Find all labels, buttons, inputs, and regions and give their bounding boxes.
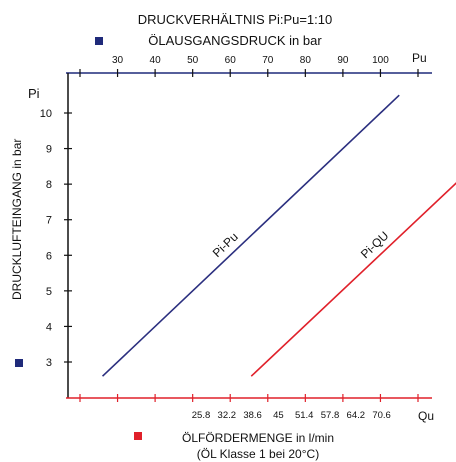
top-axis-ticks: 30 40 50 60 70 80 90 100 bbox=[79, 55, 419, 77]
left-axis-tick-label: 3 bbox=[46, 357, 52, 369]
series-line-1 bbox=[101, 94, 400, 377]
bottom-axis-tick-label: 25.8 bbox=[192, 410, 211, 421]
top-axis-unit: Pu bbox=[412, 51, 427, 65]
top-axis-tick-label: 90 bbox=[337, 55, 349, 66]
left-axis-legend-marker bbox=[15, 359, 23, 367]
series-label: Pi-Pu bbox=[210, 230, 241, 260]
series-line-2 bbox=[250, 182, 456, 377]
bottom-axis-tick-label: 70.6 bbox=[372, 410, 391, 421]
left-axis-unit: Pi bbox=[28, 86, 40, 101]
bottom-axis-unit: Qu bbox=[418, 409, 434, 423]
bottom-axis-tick-label: 45 bbox=[273, 410, 284, 421]
bottom-axis-tick-label: 32.2 bbox=[218, 410, 237, 421]
top-axis-tick-label: 50 bbox=[187, 55, 199, 66]
chart-title: DRUCKVERHÄLTNIS Pi:Pu=1:10 bbox=[138, 12, 332, 27]
left-axis-tick-label: 7 bbox=[46, 215, 52, 227]
left-axis-label: DRUCKLUFTEINGANG in bar bbox=[10, 139, 24, 300]
top-axis-tick-label: 60 bbox=[225, 55, 237, 66]
left-axis-tick-label: 4 bbox=[46, 321, 52, 333]
top-axis-tick-label: 80 bbox=[300, 55, 312, 66]
bottom-axis-tick-label: 51.4 bbox=[295, 410, 314, 421]
bottom-axis-tick-label: 38.6 bbox=[243, 410, 262, 421]
top-axis-tick-label: 40 bbox=[150, 55, 162, 66]
series-label: Pi-QU bbox=[358, 229, 391, 262]
bottom-axis-legend-marker bbox=[134, 432, 142, 440]
left-axis-tick-label: 5 bbox=[46, 286, 52, 298]
top-axis-label: ÖLAUSGANGSDRUCK in bar bbox=[148, 33, 322, 48]
series-group: Pi-Pu Pi-QU bbox=[101, 94, 456, 377]
bottom-axis-label: ÖLFÖRDERMENGE in l/min bbox=[182, 431, 334, 445]
left-axis-tick-label: 8 bbox=[46, 179, 52, 191]
top-axis-tick-label: 70 bbox=[262, 55, 274, 66]
top-axis-legend-marker bbox=[95, 37, 103, 45]
top-axis-tick-label: 100 bbox=[372, 55, 389, 66]
left-axis-tick-label: 6 bbox=[46, 250, 52, 262]
top-axis-tick-label: 30 bbox=[112, 55, 124, 66]
left-axis-tick-label: 9 bbox=[46, 144, 52, 156]
bottom-axis-tick-label: 64.2 bbox=[347, 410, 366, 421]
left-axis-ticks: 3 4 5 6 7 8 9 10 bbox=[40, 108, 72, 369]
left-axis-tick-label: 10 bbox=[40, 108, 52, 120]
bottom-axis-tick-label: 57.8 bbox=[321, 410, 340, 421]
bottom-axis-sublabel: (ÖL Klasse 1 bei 20°C) bbox=[197, 447, 319, 461]
bottom-axis-ticks: 25.8 32.2 38.6 45 51.4 57.8 64.2 70.6 bbox=[79, 394, 419, 421]
